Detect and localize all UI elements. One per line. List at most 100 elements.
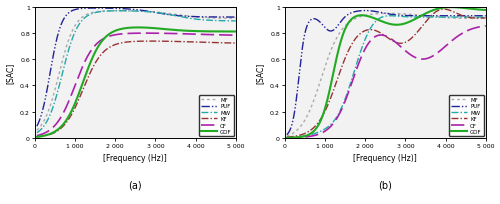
CF bbox=[364, 45, 370, 47]
MF bbox=[189, 16, 195, 19]
GOF bbox=[34, 136, 40, 138]
KF bbox=[420, 24, 426, 27]
PUF bbox=[372, 11, 378, 13]
CF bbox=[232, 35, 238, 37]
MW bbox=[442, 17, 448, 19]
KF bbox=[304, 131, 310, 134]
PUF bbox=[114, 8, 120, 11]
CF bbox=[192, 34, 198, 36]
GOF bbox=[372, 18, 378, 20]
PUF bbox=[170, 15, 176, 17]
PUF bbox=[284, 134, 290, 136]
Text: (b): (b) bbox=[378, 180, 392, 190]
MW bbox=[232, 21, 238, 23]
GOF bbox=[482, 10, 488, 12]
MW bbox=[192, 19, 198, 21]
Line: CF: CF bbox=[287, 27, 486, 138]
KF bbox=[189, 41, 195, 44]
PUF bbox=[364, 10, 370, 13]
GOF bbox=[439, 8, 445, 10]
Line: MW: MW bbox=[287, 17, 486, 138]
MF bbox=[372, 14, 378, 16]
GOF bbox=[442, 7, 448, 10]
MW bbox=[189, 18, 195, 21]
MW bbox=[364, 34, 370, 37]
PUF bbox=[232, 17, 238, 19]
GOF bbox=[232, 31, 238, 34]
KF bbox=[170, 41, 176, 43]
CF bbox=[442, 46, 448, 48]
MW bbox=[284, 137, 290, 139]
MF bbox=[304, 115, 310, 118]
CF bbox=[372, 37, 378, 39]
CF bbox=[122, 33, 128, 36]
CF bbox=[189, 34, 195, 36]
CF bbox=[420, 59, 426, 61]
CF bbox=[54, 122, 60, 124]
PUF bbox=[304, 25, 310, 28]
MF bbox=[284, 135, 290, 137]
KF bbox=[364, 30, 370, 32]
CF bbox=[482, 26, 488, 28]
MF bbox=[420, 15, 426, 18]
PUF bbox=[439, 16, 445, 18]
KF bbox=[372, 30, 378, 32]
MW bbox=[420, 17, 426, 19]
MW bbox=[388, 16, 394, 18]
MW bbox=[34, 132, 40, 134]
Y-axis label: [SAC]: [SAC] bbox=[256, 62, 264, 83]
PUF bbox=[420, 16, 426, 18]
Legend: MF, PUF, MW, KF, CF, GOF: MF, PUF, MW, KF, CF, GOF bbox=[198, 95, 234, 137]
Line: CF: CF bbox=[37, 34, 235, 136]
Line: GOF: GOF bbox=[287, 8, 486, 138]
KF bbox=[192, 42, 198, 44]
MF bbox=[364, 15, 370, 17]
PUF bbox=[192, 16, 198, 19]
Line: MF: MF bbox=[37, 12, 235, 131]
GOF bbox=[170, 30, 176, 32]
PUF bbox=[362, 10, 368, 13]
MW bbox=[122, 10, 128, 13]
GOF bbox=[284, 137, 290, 139]
MW bbox=[439, 17, 445, 19]
MW bbox=[54, 93, 60, 95]
MF bbox=[114, 10, 120, 13]
KF bbox=[442, 9, 448, 11]
MW bbox=[117, 10, 123, 13]
GOF bbox=[364, 16, 370, 18]
CF bbox=[114, 34, 120, 37]
Line: KF: KF bbox=[37, 42, 235, 137]
MF bbox=[116, 10, 122, 13]
MW bbox=[482, 17, 488, 19]
PUF bbox=[189, 16, 195, 19]
GOF bbox=[135, 27, 141, 30]
PUF bbox=[34, 125, 40, 128]
GOF bbox=[122, 28, 128, 30]
MF bbox=[442, 17, 448, 20]
MF bbox=[170, 14, 176, 16]
Y-axis label: [SAC]: [SAC] bbox=[6, 62, 15, 83]
GOF bbox=[192, 31, 198, 33]
KF bbox=[122, 42, 128, 44]
CF bbox=[284, 137, 290, 140]
GOF bbox=[304, 134, 310, 137]
Line: GOF: GOF bbox=[37, 28, 235, 137]
MF bbox=[54, 81, 60, 83]
MF bbox=[439, 17, 445, 19]
Text: (a): (a) bbox=[128, 180, 142, 190]
X-axis label: [Frequency (Hz)]: [Frequency (Hz)] bbox=[104, 154, 167, 163]
CF bbox=[34, 135, 40, 137]
GOF bbox=[420, 14, 426, 17]
Legend: MF, PUF, MW, KF, CF, GOF: MF, PUF, MW, KF, CF, GOF bbox=[448, 95, 484, 137]
KF bbox=[34, 136, 40, 139]
PUF bbox=[442, 16, 448, 18]
PUF bbox=[122, 8, 128, 11]
MF bbox=[232, 18, 238, 20]
CF bbox=[304, 136, 310, 138]
CF bbox=[142, 33, 148, 35]
MW bbox=[304, 135, 310, 137]
MF bbox=[386, 13, 392, 16]
X-axis label: [Frequency (Hz)]: [Frequency (Hz)] bbox=[354, 154, 417, 163]
KF bbox=[114, 43, 120, 46]
MF bbox=[482, 17, 488, 20]
